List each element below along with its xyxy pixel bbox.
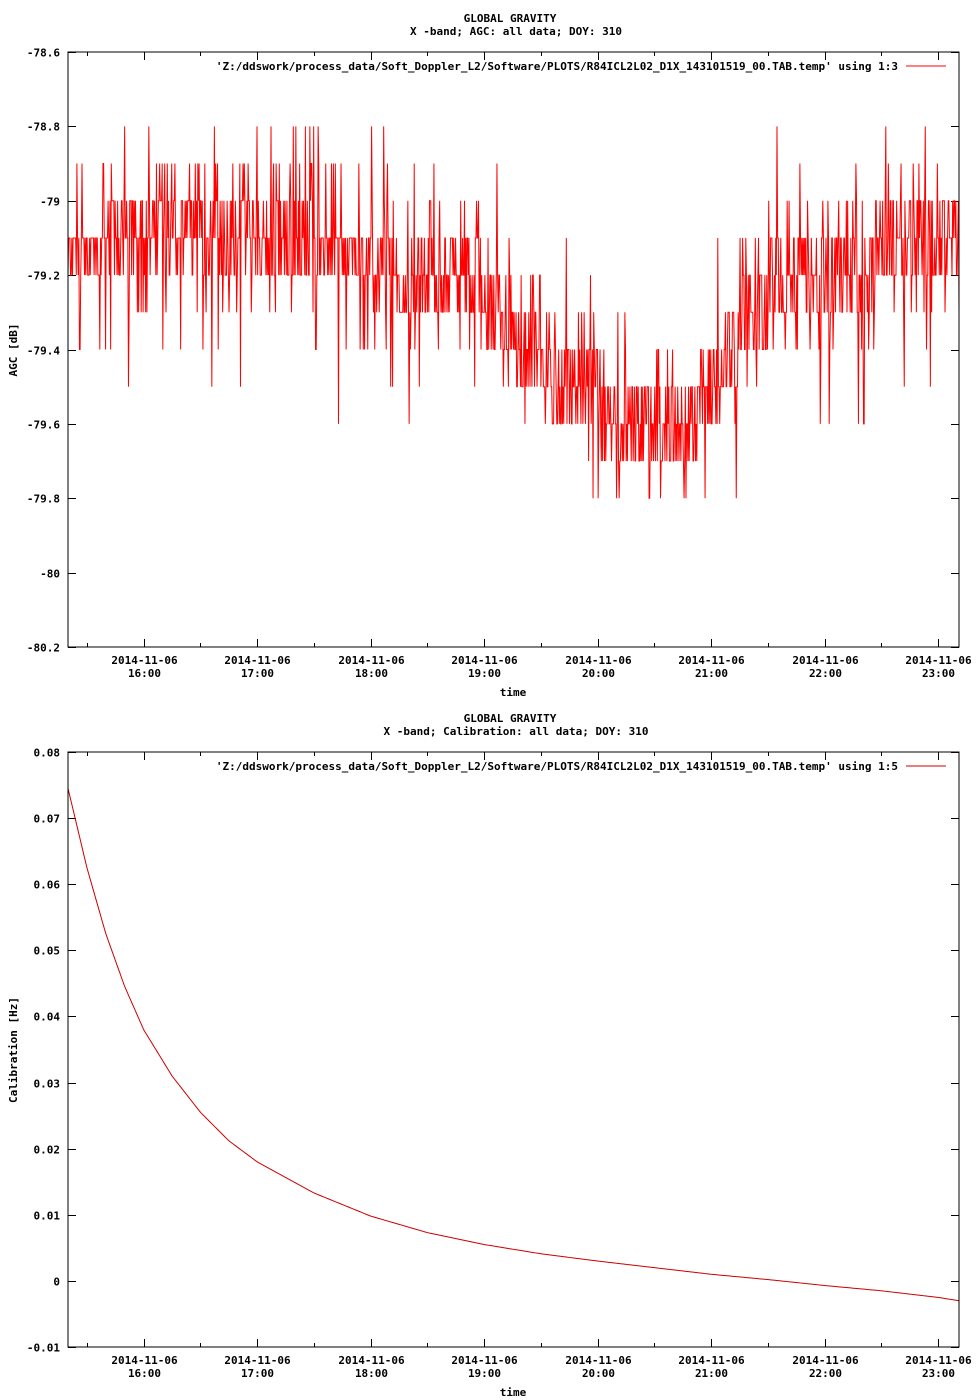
calibration-x-tick-time: 22:00 — [809, 1367, 842, 1380]
agc-series-line — [67, 126, 960, 499]
agc-x-tick-date: 2014-11-06 — [338, 654, 405, 667]
agc-y-axis-label: AGC [dB] — [7, 324, 20, 377]
calibration-y-tick-label: 0.03 — [34, 1078, 61, 1091]
calibration-x-tick-time: 19:00 — [468, 1367, 501, 1380]
agc-x-tick-time: 16:00 — [128, 667, 161, 680]
agc-y-tick-label: -80 — [40, 568, 60, 581]
calibration-y-tick-label: 0.08 — [34, 747, 61, 760]
agc-y-tick-label: -79.2 — [27, 270, 60, 283]
calibration-y-tick-label: 0.02 — [34, 1144, 61, 1157]
agc-x-tick-time: 23:00 — [922, 667, 955, 680]
agc-x-tick-date: 2014-11-06 — [905, 654, 972, 667]
agc-x-tick-time: 19:00 — [468, 667, 501, 680]
agc-x-tick-date: 2014-11-06 — [451, 654, 518, 667]
calibration-x-tick-date: 2014-11-06 — [678, 1354, 745, 1367]
calibration-y-tick-label: 0.04 — [34, 1011, 61, 1024]
agc-y-tick-label: -78.8 — [27, 121, 60, 134]
agc-legend-label: 'Z:/ddswork/process_data/Soft_Doppler_L2… — [216, 60, 898, 73]
agc-x-tick-time: 17:00 — [241, 667, 274, 680]
agc-chart-subtitle: X -band; AGC: all data; DOY: 310 — [410, 25, 622, 38]
calibration-chart-title: GLOBAL GRAVITY — [464, 712, 557, 725]
calibration-y-tick-label: 0.05 — [34, 945, 61, 958]
agc-y-tick-label: -80.2 — [27, 642, 60, 655]
agc-x-tick-time: 21:00 — [695, 667, 728, 680]
agc-plot-frame — [67, 51, 960, 648]
calibration-x-tick-time: 18:00 — [355, 1367, 388, 1380]
calibration-x-tick-time: 16:00 — [128, 1367, 161, 1380]
calibration-chart-subtitle: X -band; Calibration: all data; DOY: 310 — [384, 725, 649, 738]
agc-chart: GLOBAL GRAVITY X -band; AGC: all data; D… — [7, 12, 972, 699]
calibration-x-tick-date: 2014-11-06 — [224, 1354, 291, 1367]
calibration-x-tick-date: 2014-11-06 — [111, 1354, 178, 1367]
agc-x-axis-label: time — [500, 686, 527, 699]
calibration-y-tick-label: 0.07 — [34, 813, 61, 826]
agc-x-tick-date: 2014-11-06 — [565, 654, 632, 667]
agc-x-tick-time: 22:00 — [809, 667, 842, 680]
agc-y-tick-label: -79.6 — [27, 419, 60, 432]
agc-y-tick-label: -79 — [40, 196, 60, 209]
calibration-y-tick-label: 0 — [53, 1276, 60, 1289]
calibration-y-tick-label: 0.06 — [34, 879, 61, 892]
agc-x-tick-date: 2014-11-06 — [224, 654, 291, 667]
calibration-x-tick-date: 2014-11-06 — [565, 1354, 632, 1367]
agc-y-tick-label: -79.4 — [27, 345, 60, 358]
calibration-chart: GLOBAL GRAVITY X -band; Calibration: all… — [7, 712, 972, 1399]
agc-x-tick-date: 2014-11-06 — [792, 654, 859, 667]
agc-x-tick-date: 2014-11-06 — [111, 654, 178, 667]
calibration-x-tick-time: 20:00 — [582, 1367, 615, 1380]
calibration-y-tick-label: 0.01 — [34, 1210, 61, 1223]
agc-y-tick-label: -78.6 — [27, 47, 60, 60]
calibration-y-axis-label: Calibration [Hz] — [7, 997, 20, 1103]
calibration-y-tick-label: -0.01 — [27, 1342, 60, 1355]
calibration-x-tick-time: 23:00 — [922, 1367, 955, 1380]
calibration-legend-label: 'Z:/ddswork/process_data/Soft_Doppler_L2… — [216, 760, 898, 773]
calibration-x-tick-date: 2014-11-06 — [338, 1354, 405, 1367]
calibration-x-tick-time: 21:00 — [695, 1367, 728, 1380]
calibration-x-tick-date: 2014-11-06 — [905, 1354, 972, 1367]
agc-chart-title: GLOBAL GRAVITY — [464, 12, 557, 25]
agc-x-tick-time: 18:00 — [355, 667, 388, 680]
agc-x-tick-date: 2014-11-06 — [678, 654, 745, 667]
calibration-x-axis-label: time — [500, 1386, 527, 1399]
agc-y-tick-label: -79.8 — [27, 493, 60, 506]
calibration-plot-frame — [67, 751, 960, 1348]
calibration-series-line — [67, 788, 960, 1302]
calibration-x-tick-time: 17:00 — [241, 1367, 274, 1380]
agc-x-tick-time: 20:00 — [582, 667, 615, 680]
calibration-x-tick-date: 2014-11-06 — [451, 1354, 518, 1367]
calibration-x-tick-date: 2014-11-06 — [792, 1354, 859, 1367]
